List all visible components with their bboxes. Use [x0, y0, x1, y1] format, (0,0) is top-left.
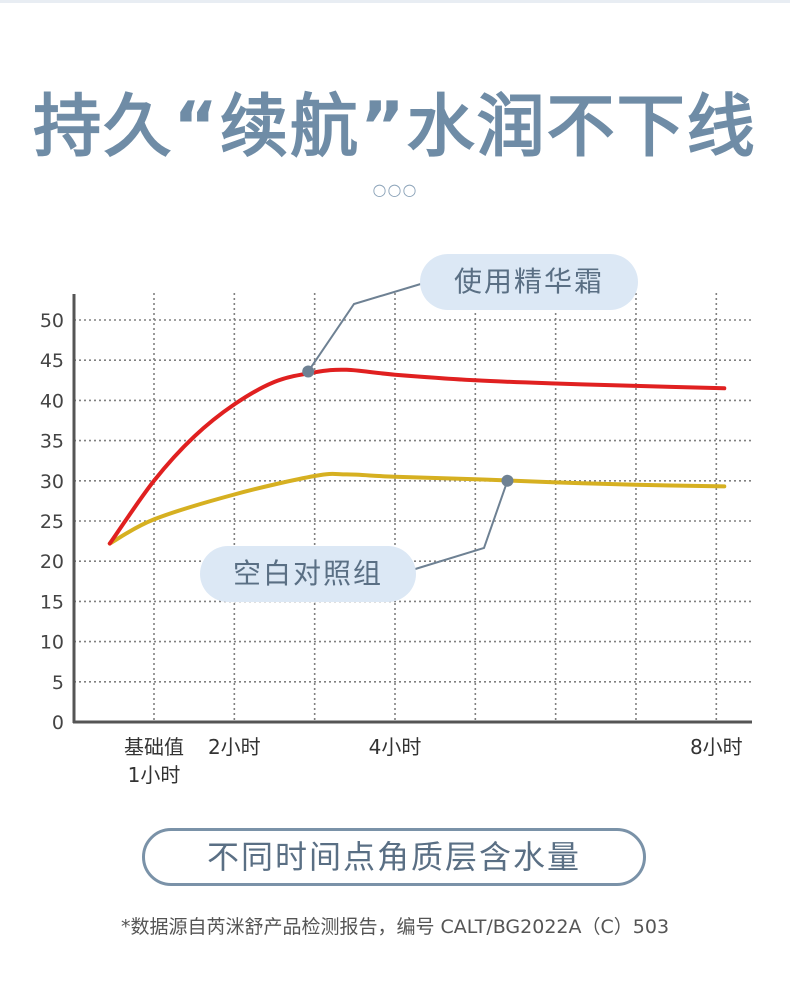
leader-line-used [307, 282, 425, 373]
footnote: *数据源自芮洣舒产品检测报告，编号 CALT/BG2022A（C）503 [120, 916, 670, 938]
series-label-control: 空白对照组 [200, 546, 416, 602]
y-tick-label: 5 [52, 672, 64, 694]
y-tick-label: 20 [40, 551, 64, 573]
top-divider [0, 0, 790, 3]
y-tick-label: 35 [40, 431, 64, 453]
x-tick-label: 基础值 [124, 735, 184, 759]
y-tick-label: 50 [40, 310, 64, 332]
series-line-used [107, 367, 727, 546]
data-marker-used [302, 365, 315, 378]
page-title: 持久“续航”水润不下线 [33, 88, 757, 167]
y-tick-label: 10 [40, 632, 64, 654]
y-tick-label: 0 [52, 712, 64, 734]
data-marker-control [501, 474, 514, 487]
leader-line-control [411, 480, 509, 571]
x-tick-label: 4小时 [369, 735, 422, 759]
y-tick-label: 25 [40, 511, 64, 533]
decorative-dots: ○○○ [372, 180, 418, 199]
series-line-control [107, 471, 727, 546]
x-tick-label: 8小时 [690, 735, 743, 759]
series-label-used: 使用精华霜 [420, 254, 638, 310]
y-tick-label: 15 [40, 591, 64, 613]
y-tick-label: 30 [40, 471, 64, 493]
x-tick-sublabel: 1小时 [128, 763, 181, 787]
y-tick-label: 40 [40, 390, 64, 412]
x-tick-label: 2小时 [208, 735, 261, 759]
y-tick-label: 45 [40, 350, 64, 372]
chart-caption: 不同时间点角质层含水量 [142, 828, 646, 886]
